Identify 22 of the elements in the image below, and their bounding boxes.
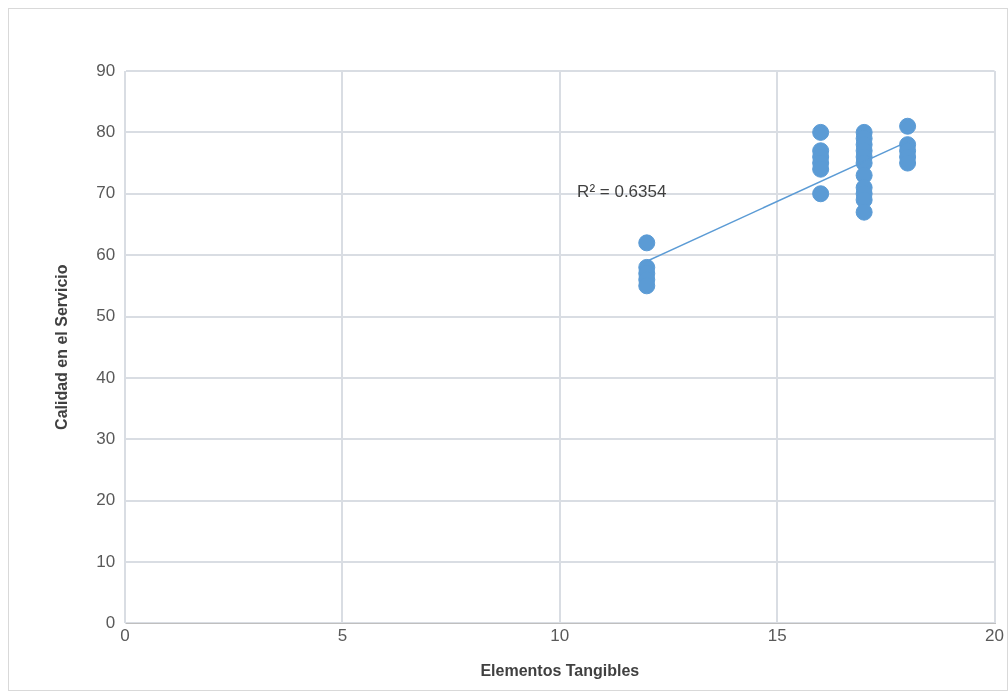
- y-tick-label: 50: [96, 306, 116, 326]
- x-tick-label: 10: [550, 626, 570, 646]
- y-axis-title: Calidad en el Servicio: [53, 264, 71, 430]
- x-tick-label: 15: [767, 626, 787, 646]
- y-tick-label: 80: [96, 122, 116, 142]
- y-tick-label: 60: [96, 244, 116, 264]
- y-tick-label: 40: [96, 367, 116, 387]
- point: [812, 185, 830, 203]
- y-tick-label: 20: [96, 490, 116, 510]
- x-tick-label: 0: [120, 626, 130, 646]
- y-tick-label: 0: [105, 613, 116, 633]
- y-tick-label: 10: [96, 551, 116, 571]
- y-tick-label: 70: [96, 183, 116, 203]
- y-tick-label: 30: [96, 428, 116, 448]
- x-axis-title: Elementos Tangibles: [480, 661, 640, 679]
- y-tick-label: 90: [96, 60, 116, 80]
- x-tick-label: 5: [337, 626, 348, 646]
- annotation: R² = 0.6354: [577, 181, 667, 201]
- point: [638, 234, 656, 252]
- point: [899, 117, 917, 135]
- x-tick-label: 20: [985, 626, 1005, 646]
- point: [812, 123, 830, 141]
